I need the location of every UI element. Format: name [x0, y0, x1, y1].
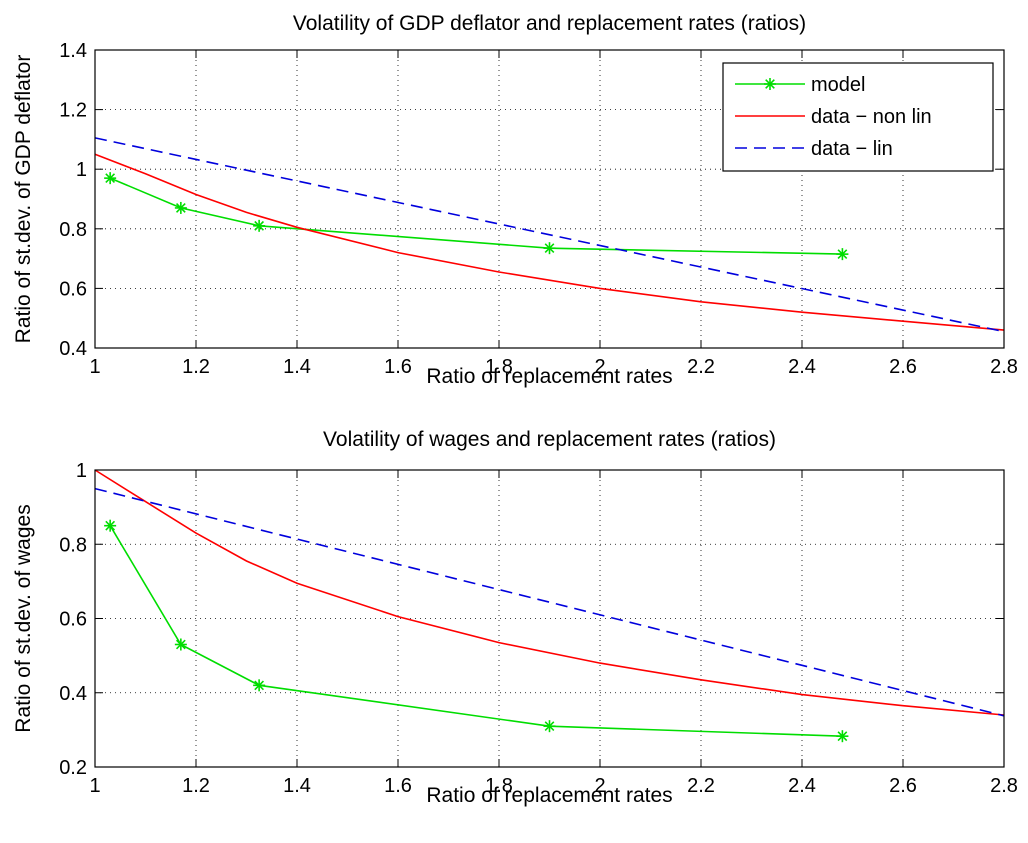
data-point [836, 730, 849, 743]
ticks [94, 49, 1005, 349]
x-tick-label: 2 [594, 775, 605, 797]
data-point [253, 679, 266, 692]
x-tick-label: 2 [594, 356, 605, 378]
x-tick-label: 1.4 [283, 356, 311, 378]
legend-label: model [811, 74, 865, 96]
legend-entry-model: model [735, 74, 865, 96]
y-axis-label: Ratio of st.dev. of GDP deflator [12, 55, 35, 344]
y-tick-label: 0.8 [59, 534, 87, 556]
x-tick-label: 2.6 [889, 356, 917, 378]
y-axis-label: Ratio of st.dev. of wages [12, 504, 35, 732]
x-tick-label: 1.8 [485, 775, 513, 797]
y-tick-label: 0.4 [59, 683, 87, 705]
y-tick-label: 1.2 [59, 100, 87, 122]
legend: model data − non lin data − lin [722, 62, 994, 172]
data-point [253, 219, 266, 232]
series-layer [94, 137, 1005, 333]
x-tick-label: 1 [89, 356, 100, 378]
x-tick-label: 1.6 [384, 775, 412, 797]
axes-frame [94, 49, 1005, 349]
legend-marker [764, 78, 776, 90]
data-point [174, 201, 187, 214]
series-line-1 [94, 469, 1005, 716]
x-tick-label: 1 [89, 775, 100, 797]
y-tick-label: 1 [76, 460, 87, 482]
x-tick-label: 1.4 [283, 775, 311, 797]
x-tick-label: 2.4 [788, 775, 816, 797]
x-tick-label: 2.2 [687, 775, 715, 797]
ticks [94, 469, 1005, 768]
x-axis-label: Ratio of replacement rates [426, 784, 672, 807]
x-tick-label: 2.2 [687, 356, 715, 378]
series-line-2 [94, 487, 1005, 717]
y-tick-label: 0.6 [59, 609, 87, 631]
x-tick-label: 1.2 [182, 775, 210, 797]
legend-entry-data-non-lin: data − non lin [735, 106, 932, 128]
x-tick-label: 2.8 [990, 356, 1018, 378]
data-point [543, 720, 556, 733]
x-tick-label: 1.8 [485, 356, 513, 378]
series-line-2 [94, 137, 1005, 333]
data-point [543, 242, 556, 255]
x-tick-label: 2.8 [990, 775, 1018, 797]
chart-panel-gdp-deflator: Volatility of GDP deflator and replaceme… [12, 12, 1018, 388]
y-tick-label: 1 [76, 159, 87, 181]
x-axis-label: Ratio of replacement rates [426, 365, 672, 388]
chart-title: Volatility of GDP deflator and replaceme… [293, 12, 806, 35]
data-point [104, 519, 117, 532]
y-tick-label: 0.4 [59, 338, 87, 360]
x-tick-label: 1.6 [384, 356, 412, 378]
data-point [174, 638, 187, 651]
chart-title: Volatility of wages and replacement rate… [323, 428, 776, 451]
x-tick-label: 2.6 [889, 775, 917, 797]
x-tick-label: 2.4 [788, 356, 816, 378]
data-point [104, 172, 117, 185]
y-tick-label: 0.2 [59, 757, 87, 779]
series-line-1 [94, 153, 1005, 331]
x-tick-label: 1.2 [182, 356, 210, 378]
data-point [836, 248, 849, 261]
y-tick-label: 0.6 [59, 278, 87, 300]
chart-panel-wages: Volatility of wages and replacement rate… [12, 428, 1018, 807]
plot-area [95, 470, 1004, 767]
legend-label: data − non lin [811, 106, 932, 128]
y-tick-label: 1.4 [59, 40, 87, 62]
legend-entry-data-lin: data − lin [735, 138, 893, 160]
legend-label: data − lin [811, 138, 893, 160]
series-layer [94, 469, 1005, 743]
y-tick-label: 0.8 [59, 219, 87, 241]
